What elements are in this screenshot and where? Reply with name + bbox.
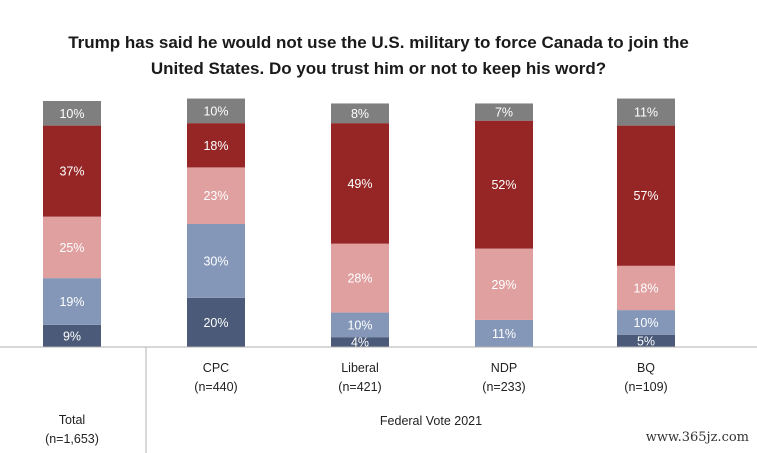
bar-segment-liberal-probably-trust xyxy=(331,312,389,338)
category-label-total: Total xyxy=(59,413,85,427)
bar-segment-total-definitely-trust xyxy=(43,324,101,347)
category-label-bq: BQ xyxy=(637,361,655,375)
category-count-cpc: (n=440) xyxy=(194,380,237,394)
bar-segment-bq-definitely-not xyxy=(617,125,675,266)
data-label-cpc-definitely-trust: 20% xyxy=(203,316,228,330)
data-label-total-dont-know: 10% xyxy=(59,107,84,121)
data-label-cpc-probably-trust: 30% xyxy=(203,254,228,268)
category-count-liberal: (n=421) xyxy=(338,380,381,394)
bar-segment-liberal-definitely-not xyxy=(331,123,389,244)
category-label-liberal: Liberal xyxy=(341,361,379,375)
bar-segment-bq-probably-trust xyxy=(617,310,675,335)
bar-segment-ndp-definitely-not xyxy=(475,120,533,249)
bar-segment-bq-dont-know xyxy=(617,98,675,126)
bar-segment-cpc-probably-not xyxy=(187,167,245,224)
bar-segment-ndp-dont-know xyxy=(475,103,533,121)
data-label-ndp-probably-trust: 11% xyxy=(492,327,516,341)
data-label-cpc-definitely-not: 18% xyxy=(203,139,228,153)
bar-segment-cpc-definitely-not xyxy=(187,123,245,168)
category-count-total: (n=1,653) xyxy=(45,432,99,446)
data-label-bq-definitely-trust: 5% xyxy=(637,334,655,348)
data-label-ndp-probably-not: 29% xyxy=(491,278,516,292)
bar-segment-cpc-dont-know xyxy=(187,98,245,124)
bar-segment-ndp-probably-trust xyxy=(475,319,533,347)
bar-segment-total-probably-trust xyxy=(43,278,101,325)
chart-title-line-1: Trump has said he would not use the U.S.… xyxy=(68,33,689,52)
data-label-bq-dont-know: 11% xyxy=(634,106,658,120)
data-label-cpc-dont-know: 10% xyxy=(203,104,228,118)
group-label: Federal Vote 2021 xyxy=(380,414,482,428)
bars-group: 9% 19% 25% 37% 10% 20% 30% 23% 18% 10% 4% 10% 28% 49%… xyxy=(43,98,675,350)
data-label-liberal-definitely-not: 49% xyxy=(347,177,372,191)
data-label-ndp-dont-know: 7% xyxy=(495,106,513,120)
data-label-liberal-probably-not: 28% xyxy=(347,272,372,286)
data-label-ndp-definitely-not: 52% xyxy=(491,178,516,192)
bar-segment-bq-definitely-trust xyxy=(617,334,675,347)
data-label-liberal-definitely-trust: 4% xyxy=(351,336,369,350)
chart-title: Trump has said he would not use the U.S.… xyxy=(0,30,757,82)
bar-segment-cpc-definitely-trust xyxy=(187,297,245,347)
data-label-total-probably-trust: 19% xyxy=(59,295,84,309)
category-labels: Total (n=1,653) CPC (n=440) Liberal (n=421) ND… xyxy=(45,361,668,446)
data-label-liberal-dont-know: 8% xyxy=(351,107,369,121)
data-label-total-definitely-trust: 9% xyxy=(63,329,81,343)
bar-segment-cpc-probably-trust xyxy=(187,224,245,298)
category-table xyxy=(0,346,757,453)
data-label-bq-probably-not: 18% xyxy=(633,281,658,295)
bar-segment-liberal-probably-not xyxy=(331,243,389,313)
bar-segment-bq-probably-not xyxy=(617,265,675,311)
bar-segment-total-probably-not xyxy=(43,216,101,279)
category-count-bq: (n=109) xyxy=(624,380,667,394)
data-label-bq-probably-trust: 10% xyxy=(633,316,658,330)
category-count-ndp: (n=233) xyxy=(482,380,525,394)
data-label-total-definitely-not: 37% xyxy=(59,165,84,179)
data-label-bq-definitely-not: 57% xyxy=(633,189,658,203)
bar-segment-total-definitely-not xyxy=(43,125,101,217)
bar-segment-liberal-dont-know xyxy=(331,103,389,124)
chart-title-line-2: United States. Do you trust him or not t… xyxy=(150,59,607,78)
bar-segment-ndp-probably-not xyxy=(475,248,533,320)
data-label-cpc-probably-not: 23% xyxy=(203,189,228,203)
category-label-cpc: CPC xyxy=(203,361,229,375)
watermark-text: www.365jz.com xyxy=(645,430,749,445)
data-label-total-probably-not: 25% xyxy=(59,241,84,255)
data-label-liberal-probably-trust: 10% xyxy=(347,318,372,332)
bar-segment-total-dont-know xyxy=(43,101,101,126)
category-label-ndp: NDP xyxy=(491,361,517,375)
bar-segment-liberal-definitely-trust xyxy=(331,337,389,347)
